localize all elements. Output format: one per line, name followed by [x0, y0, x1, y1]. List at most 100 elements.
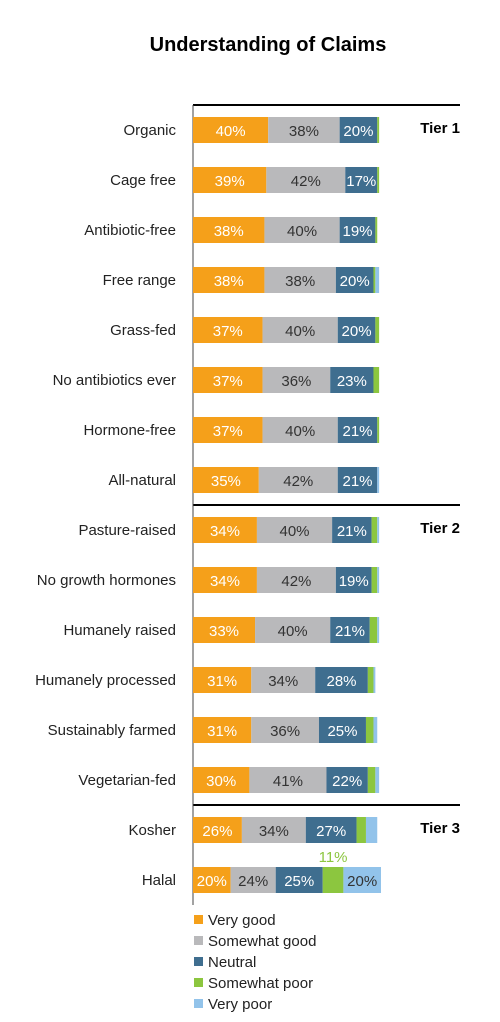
legend-label: Very poor	[208, 996, 272, 1013]
data-label: 38%	[214, 273, 244, 290]
legend-label: Somewhat poor	[208, 975, 313, 992]
bar-segment	[335, 267, 374, 293]
bar-segment	[332, 517, 372, 543]
bar-segment	[345, 167, 378, 193]
bar-segment	[375, 267, 380, 293]
data-label: 28%	[327, 673, 357, 690]
data-label: 40%	[285, 423, 315, 440]
data-label: 34%	[259, 823, 289, 840]
data-label: 30%	[206, 773, 236, 790]
bar-segment	[305, 817, 357, 843]
data-label: 36%	[270, 723, 300, 740]
bar-segment	[315, 667, 368, 693]
data-label: 21%	[335, 623, 365, 640]
bar-segment	[230, 867, 276, 893]
bar-segment	[256, 567, 336, 593]
bar-segment	[251, 717, 319, 743]
data-label: 20%	[197, 873, 227, 890]
category-label: Kosher	[128, 822, 176, 839]
bar-segment	[193, 217, 265, 243]
data-label: 39%	[215, 173, 245, 190]
bar-segment	[373, 267, 376, 293]
data-label: 11%	[319, 849, 348, 866]
bar-segment	[193, 267, 265, 293]
data-label: 23%	[337, 373, 367, 390]
data-label: 38%	[214, 223, 244, 240]
bar-segment	[241, 817, 306, 843]
bar-segment	[193, 867, 231, 893]
tier-label: Tier 3	[420, 820, 460, 837]
data-label: 31%	[207, 723, 237, 740]
data-label: 42%	[283, 473, 313, 490]
bar-segment	[377, 517, 380, 543]
data-label: 40%	[285, 323, 315, 340]
bar-segment	[330, 367, 374, 393]
legend-swatch	[194, 978, 203, 987]
data-label: 22%	[332, 773, 362, 790]
bar-segment	[339, 217, 376, 243]
data-label: 20%	[343, 123, 373, 140]
bar-segment	[193, 367, 263, 393]
bar-segment	[337, 317, 376, 343]
category-label: Sustainably farmed	[48, 722, 176, 739]
bar-segment	[255, 617, 331, 643]
data-label: 35%	[211, 473, 241, 490]
bars-layer: Organic 40% 38% 20% Cage free 39% 42% 17% Antibi…	[35, 117, 381, 893]
category-label: Vegetarian-fed	[78, 772, 176, 789]
bar-segment	[268, 117, 340, 143]
data-label: 26%	[202, 823, 232, 840]
bar-segment	[377, 417, 380, 443]
data-label: 19%	[339, 573, 369, 590]
legend-swatch	[194, 999, 203, 1008]
data-label: 42%	[291, 173, 321, 190]
legend-label: Somewhat good	[208, 933, 316, 950]
bar-segment	[339, 117, 378, 143]
data-label: 37%	[213, 323, 243, 340]
bar-segment	[367, 667, 374, 693]
legend-label: Very good	[208, 912, 276, 929]
category-label: Cage free	[110, 172, 176, 189]
bar-segment	[258, 467, 338, 493]
category-label: Pasture-raised	[78, 522, 176, 539]
data-label: 40%	[278, 623, 308, 640]
bar-segment	[373, 367, 380, 393]
bar-segment	[337, 417, 378, 443]
data-label: 21%	[342, 473, 372, 490]
bar-segment	[193, 117, 269, 143]
bar-segment	[367, 767, 376, 793]
data-label: 40%	[216, 123, 246, 140]
bar-segment	[377, 467, 380, 493]
bar-segment	[193, 467, 259, 493]
data-label: 42%	[281, 573, 311, 590]
data-label: 38%	[285, 273, 315, 290]
bar-segment	[343, 867, 381, 893]
data-label: 17%	[346, 173, 376, 190]
bar-segment	[318, 717, 366, 743]
data-label: 25%	[327, 723, 357, 740]
bar-segment	[275, 867, 323, 893]
bar-segment	[262, 367, 331, 393]
bar-segment	[369, 617, 378, 643]
data-label: 33%	[209, 623, 239, 640]
data-label: 34%	[268, 673, 298, 690]
bar-segment	[266, 167, 346, 193]
bar-segment	[375, 767, 380, 793]
bar-segment	[326, 767, 368, 793]
data-label: 41%	[273, 773, 303, 790]
data-label: 27%	[316, 823, 346, 840]
bar-segment	[193, 317, 263, 343]
bar-segment	[193, 567, 257, 593]
bar-segment	[193, 617, 256, 643]
bar-segment	[371, 517, 378, 543]
category-label: Antibiotic-free	[84, 222, 176, 239]
data-label: 40%	[280, 523, 310, 540]
data-label: 36%	[281, 373, 311, 390]
bar-segment	[193, 417, 263, 443]
bar-segment	[337, 467, 378, 493]
bar-segment	[365, 717, 374, 743]
legend-swatch	[194, 936, 203, 945]
bar-segment	[375, 317, 380, 343]
data-label: 31%	[207, 673, 237, 690]
data-label: 20%	[347, 873, 377, 890]
bar-segment	[377, 167, 380, 193]
